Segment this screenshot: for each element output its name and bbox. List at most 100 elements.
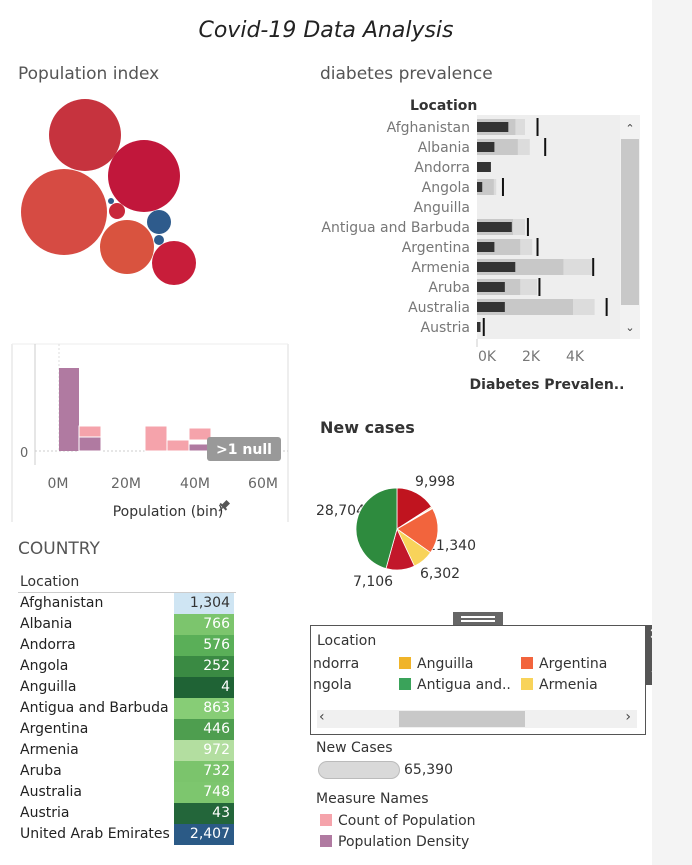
country-value: 863 [174,698,234,719]
diabetes-row-label: Aruba [428,280,470,296]
legend-item[interactable]: ngola [313,677,352,693]
reference-line [482,318,485,336]
bubble[interactable] [108,140,180,212]
legend-header: Location [317,633,377,649]
table-row[interactable]: Anguilla 4 [18,677,236,698]
country-value: 766 [174,614,234,635]
pie-label: 7,106 [353,574,393,590]
legend-item-label: ngola [313,677,352,693]
country-value: 252 [174,656,234,677]
legend-item[interactable]: Argentina [521,656,607,672]
diabetes-bar[interactable] [477,182,483,192]
bubble-chart[interactable] [0,0,300,300]
pie-label: 6,302 [420,566,460,582]
hist-x-tick: 60M [248,476,278,492]
hist-bar[interactable] [166,439,190,452]
diabetes-bar[interactable] [477,282,505,292]
country-table: Location Afghanistan 1,304 Albania 766 Andor… [18,572,236,845]
bubble[interactable] [49,99,121,171]
country-value: 446 [174,719,234,740]
population-index-title: Population index [18,64,160,84]
bubble[interactable] [109,203,125,219]
hist-bar[interactable] [144,425,168,452]
bubble[interactable] [152,241,196,285]
table-row[interactable]: Andorra 576 [18,635,236,656]
reference-line [592,258,595,276]
hist-bar[interactable] [59,368,79,451]
country-name: Afghanistan [20,595,104,611]
table-row[interactable]: Angola 252 [18,656,236,677]
country-value: 972 [174,740,234,761]
scroll-left-icon[interactable]: ‹ [319,709,325,725]
diabetes-bar[interactable] [477,122,509,132]
bubble[interactable] [108,198,114,204]
hist-bar[interactable] [78,425,102,438]
legend-swatch [320,814,332,826]
diabetes-bar[interactable] [477,222,512,232]
bubble[interactable] [147,210,171,234]
new-cases-pie[interactable]: 9,998 28,704 11,340 6,302 7,106 [300,460,500,600]
table-row[interactable]: Albania 766 [18,614,236,635]
diabetes-bar[interactable] [477,322,481,332]
scroll-thumb[interactable] [621,139,639,305]
table-row[interactable]: Antigua and Barbuda 863 [18,698,236,719]
pie-slice[interactable] [396,508,439,554]
size-legend-shape [318,761,400,779]
bubble[interactable] [21,169,107,255]
diabetes-bar[interactable] [477,242,495,252]
hist-bar[interactable] [78,436,102,452]
null-badge-label: >1 null [216,442,272,458]
country-value: 4 [174,677,234,698]
scroll-right-icon[interactable]: › [625,709,631,725]
diabetes-row-label: Andorra [414,160,470,176]
bubble[interactable] [100,220,154,274]
diabetes-bar-chart[interactable]: Afghanistan Albania Andorra Angola Anguilla A… [310,115,640,395]
country-value: 43 [174,803,234,824]
measure-legend-label: Count of Population [338,813,476,829]
hist-x-tick: 20M [111,476,141,492]
table-row[interactable]: Afghanistan 1,304 [18,593,236,614]
size-legend-value: 65,390 [404,762,453,778]
country-name: Australia [20,784,82,800]
table-row[interactable]: Argentina 446 [18,719,236,740]
pin-icon[interactable] [216,499,232,515]
chevron-down-icon[interactable]: ⌄ [625,321,634,334]
pie-slice[interactable] [355,487,398,569]
table-row[interactable]: Armenia 972 [18,740,236,761]
legend-item[interactable]: Armenia [521,677,598,693]
hist-x-label: Population (bin) [113,504,224,520]
population-histogram[interactable]: 0 >1 null 0M 20M 40M 60M Population (bin… [0,340,310,530]
diabetes-bar[interactable] [477,302,505,312]
country-name: Armenia [20,742,79,758]
measure-legend-title: Measure Names [316,791,429,807]
country-value: 1,304 [174,593,234,614]
legend-hscrollbar[interactable]: ‹ › [317,709,637,728]
diabetes-bar[interactable] [477,262,516,272]
table-row[interactable]: Australia 748 [18,782,236,803]
chevron-up-icon[interactable]: ⌃ [625,122,634,135]
right-margin [652,0,692,865]
measure-legend-item[interactable]: Count of Population [320,813,476,829]
diabetes-row-label: Australia [408,300,470,316]
measure-legend-item[interactable]: Population Density [320,834,469,850]
diabetes-x-tick: 2K [522,349,541,365]
legend-item[interactable]: ndorra [313,656,359,672]
legend-scroll-thumb[interactable] [399,711,525,727]
reference-line [536,238,539,256]
diabetes-row-label: Argentina [402,240,470,256]
table-row[interactable]: United Arab Emirates 2,407 [18,824,236,845]
diabetes-bar[interactable] [477,162,491,172]
country-name: United Arab Emirates [20,826,170,842]
dashboard: Covid-19 Data Analysis Population index … [0,0,665,850]
legend-drag-handle[interactable] [453,612,503,626]
null-badge[interactable] [207,437,281,461]
bubble[interactable] [154,235,164,245]
table-row[interactable]: Aruba 732 [18,761,236,782]
table-row[interactable]: Austria 43 [18,803,236,824]
hist-x-tick: 40M [180,476,210,492]
diabetes-bar[interactable] [477,142,495,152]
hist-bar[interactable] [188,427,212,441]
legend-item[interactable]: Anguilla [399,656,473,672]
country-value: 748 [174,782,234,803]
legend-item[interactable]: Antigua and.. [399,677,511,693]
